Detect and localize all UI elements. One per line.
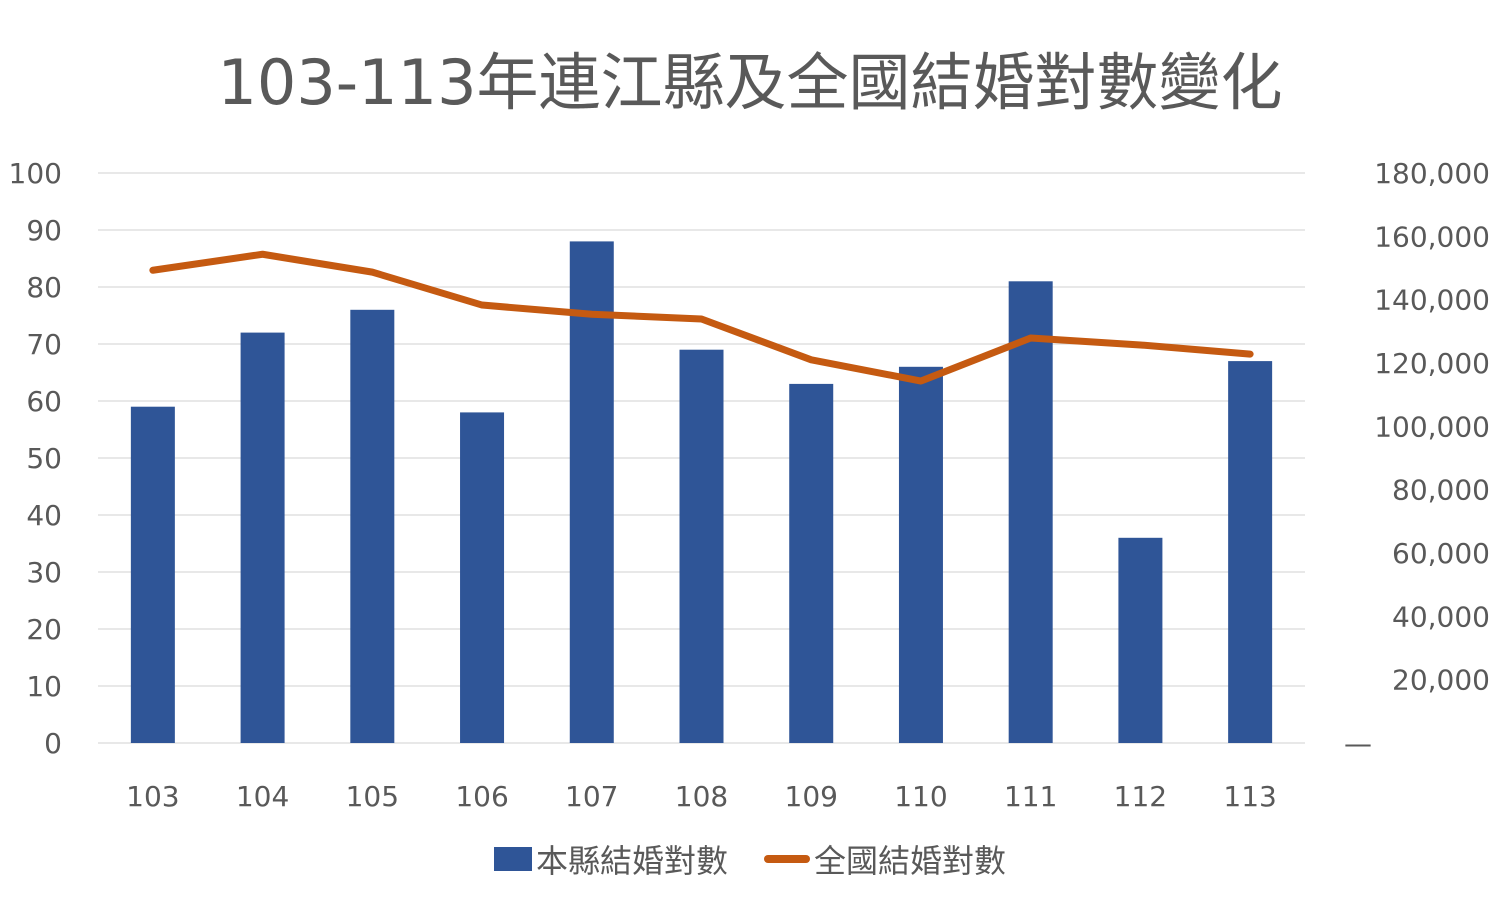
x-tick-label: 113 — [1223, 780, 1276, 813]
legend-bar-swatch — [493, 847, 532, 871]
chart-title: 103-113年連江縣及全國結婚對數變化 — [217, 46, 1283, 119]
bar — [350, 309, 395, 743]
right-tick-label: 40,000 — [1392, 600, 1490, 633]
x-tick-label: 104 — [236, 780, 289, 813]
legend-item-county: 本縣結婚對數 — [493, 836, 728, 882]
legend-line-swatch — [764, 855, 810, 863]
left-tick-label: 80 — [26, 271, 62, 304]
right-tick-label: 140,000 — [1374, 284, 1490, 317]
x-tick-label: 110 — [894, 780, 947, 813]
x-tick-label: 112 — [1114, 780, 1167, 813]
bar — [460, 412, 505, 743]
left-tick-label: 40 — [26, 499, 62, 532]
bar — [130, 406, 175, 743]
bar — [679, 349, 724, 743]
left-tick-label: 20 — [26, 613, 62, 646]
bar — [240, 332, 285, 743]
x-tick-label: 111 — [1004, 780, 1057, 813]
legend-label-national: 全國結婚對數 — [814, 842, 1007, 880]
x-tick-label: 108 — [675, 780, 728, 813]
left-tick-label: 100 — [9, 157, 62, 190]
bar — [789, 383, 834, 743]
right-tick-label: 80,000 — [1392, 474, 1490, 507]
left-tick-label: 50 — [26, 442, 62, 475]
national-line — [149, 250, 1254, 385]
bar — [1008, 281, 1053, 743]
bar — [1228, 361, 1273, 743]
legend-item-national: 全國結婚對數 — [764, 836, 1006, 882]
x-tick-label: 105 — [346, 780, 399, 813]
x-tick-label: 109 — [785, 780, 838, 813]
x-tick-label: 103 — [126, 780, 179, 813]
right-tick-label: 120,000 — [1374, 347, 1490, 380]
right-tick-label: 160,000 — [1374, 220, 1490, 253]
right-tick-label: 60,000 — [1392, 537, 1490, 570]
left-tick-label: 10 — [26, 670, 62, 703]
x-tick-label: 107 — [565, 780, 618, 813]
legend: 本縣結婚對數 全國結婚對數 — [0, 836, 1500, 882]
left-tick-label: 90 — [26, 214, 62, 247]
x-tick-label: 106 — [455, 780, 508, 813]
bar — [1118, 537, 1163, 743]
left-tick-label: 60 — [26, 385, 62, 418]
right-tick-label: 100,000 — [1374, 410, 1490, 443]
right-tick-label: — — [1344, 727, 1372, 760]
left-tick-label: 0 — [44, 727, 62, 760]
bar — [898, 366, 943, 743]
left-tick-label: 30 — [26, 556, 62, 589]
right-tick-label: 180,000 — [1374, 157, 1490, 190]
right-tick-label: 20,000 — [1392, 664, 1490, 697]
legend-label-county: 本縣結婚對數 — [535, 842, 728, 880]
left-tick-label: 70 — [26, 328, 62, 361]
bar — [569, 241, 614, 743]
